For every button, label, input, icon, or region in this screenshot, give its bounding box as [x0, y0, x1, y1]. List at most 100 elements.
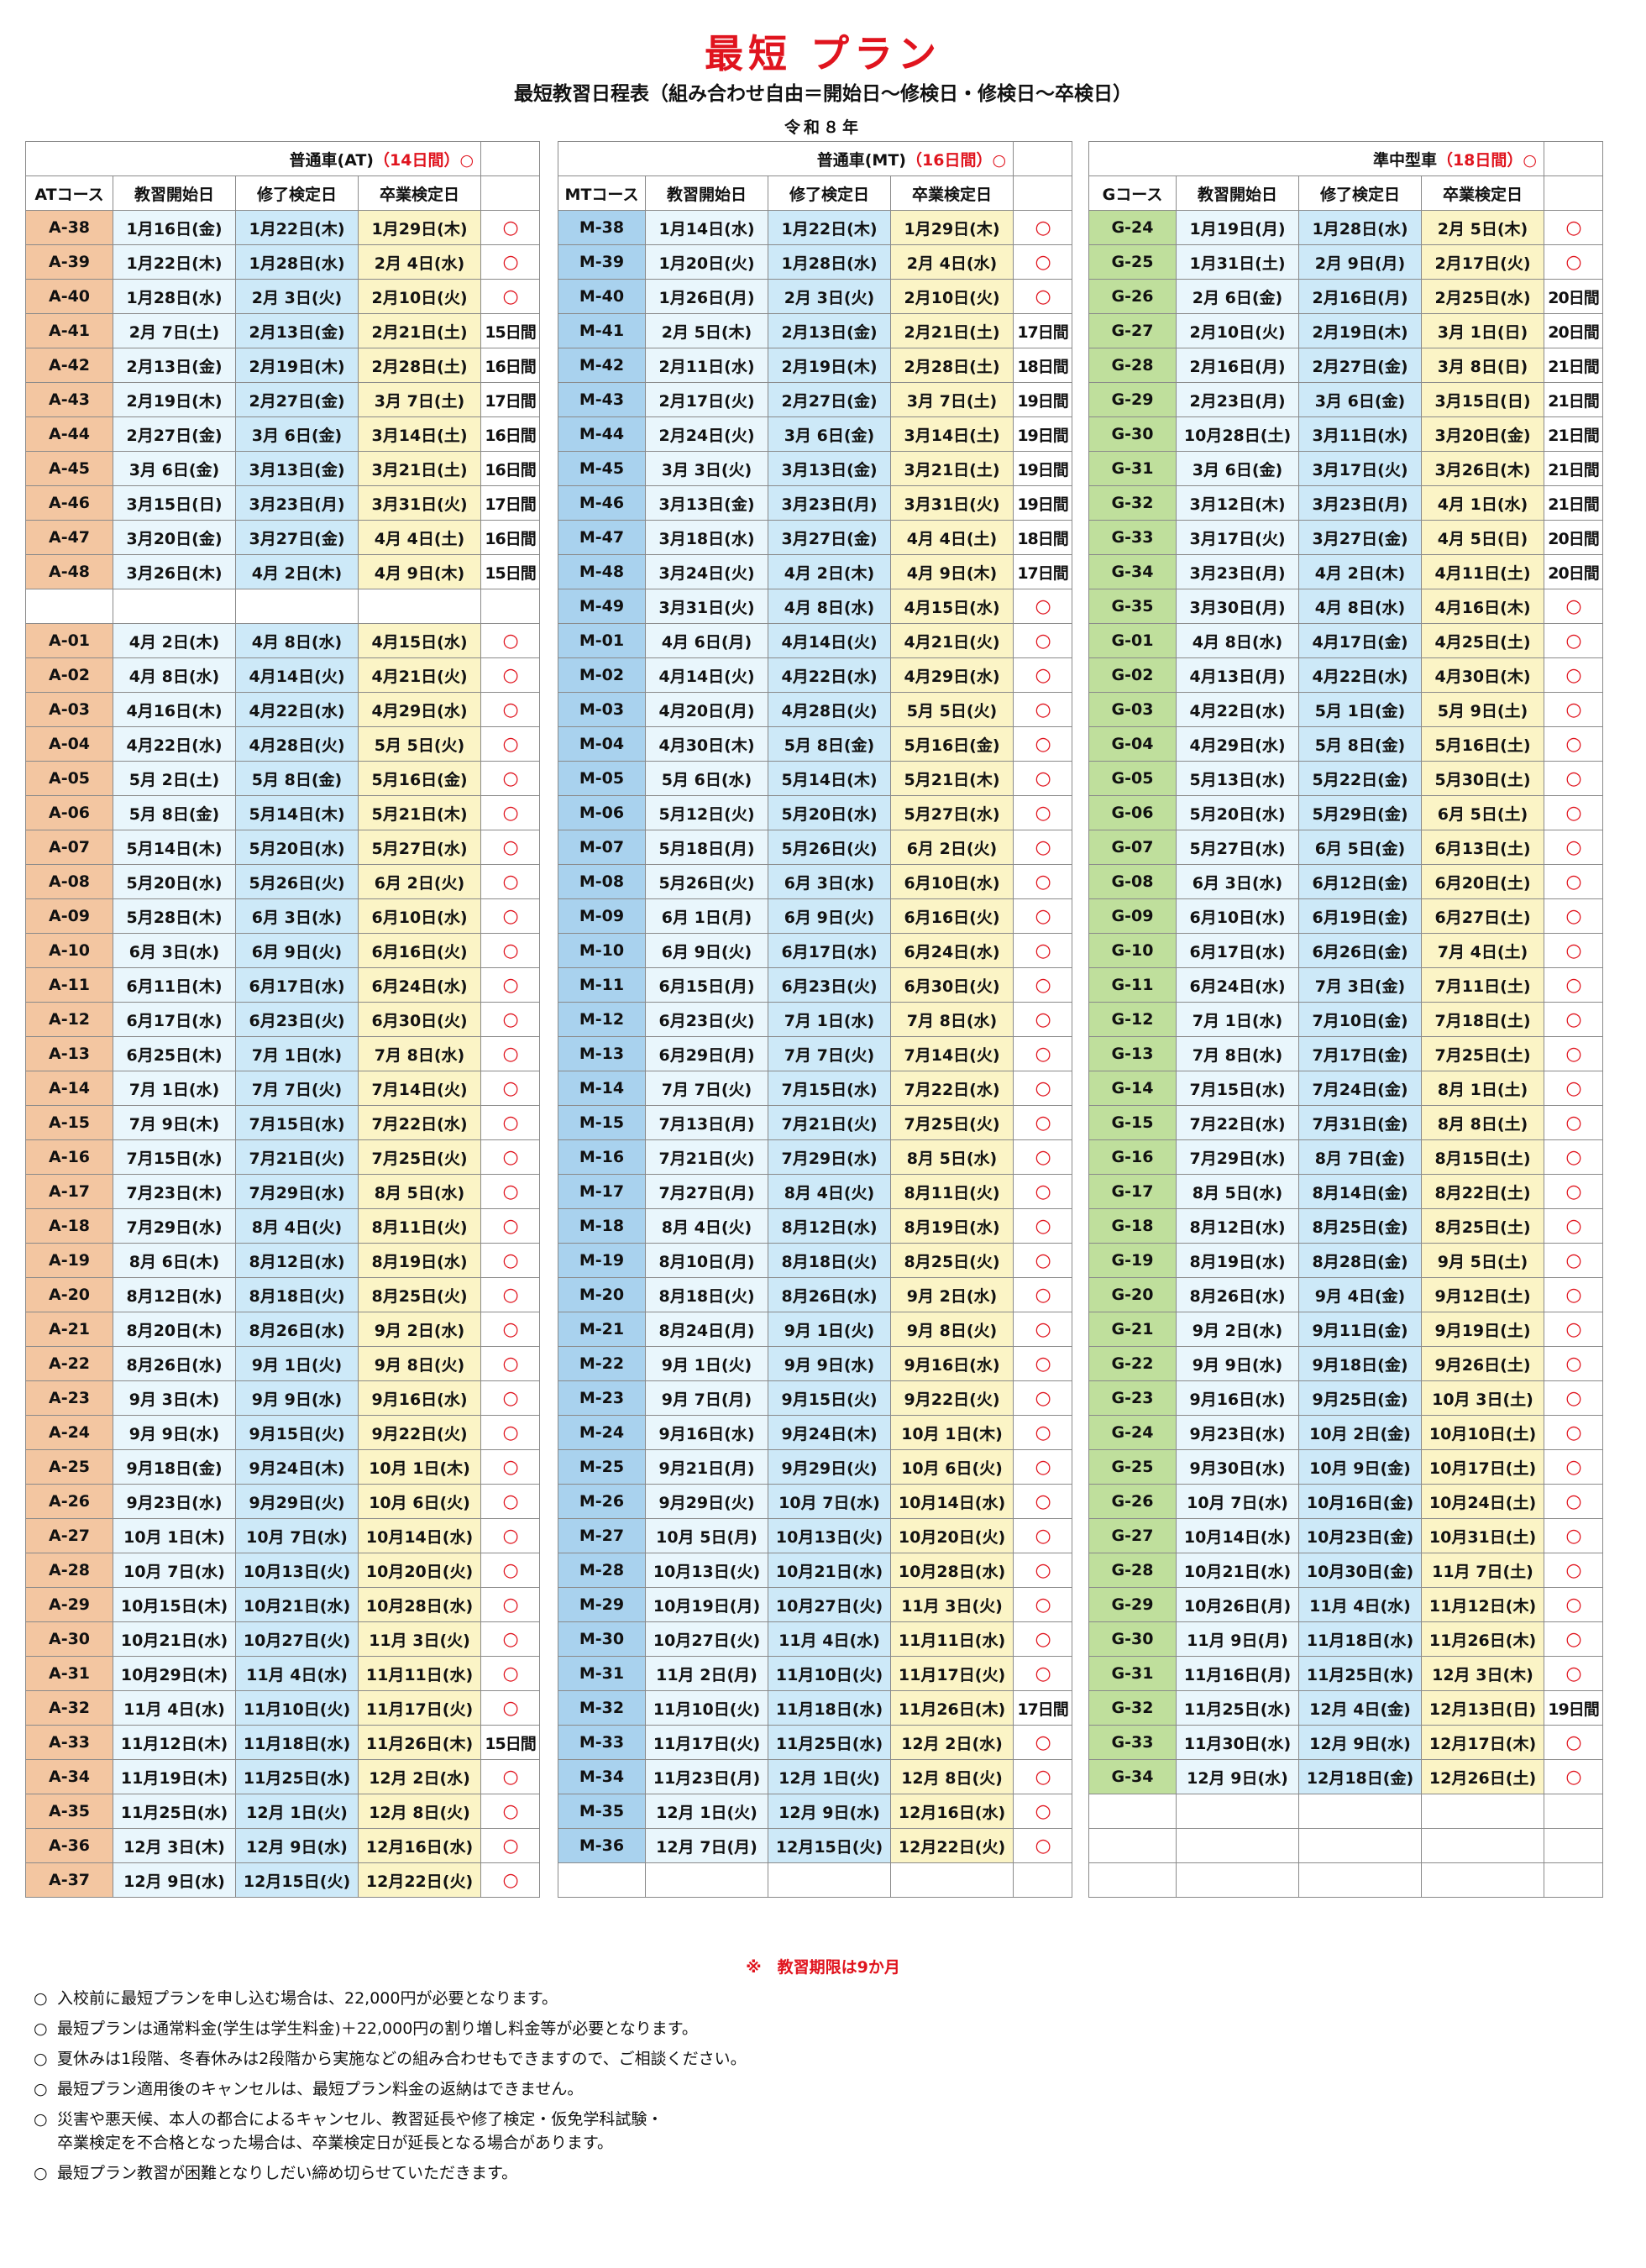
- course-code: G-26: [1088, 1484, 1177, 1519]
- start-date: 8月10日(月): [645, 1243, 768, 1278]
- course-code: [1088, 1794, 1177, 1829]
- table-row: G-09 6月10日(水) 6月19日(金) 6月27日(土) ○: [1088, 898, 1603, 934]
- final-exam-date: 8月19日(水): [357, 1243, 482, 1278]
- course-code: M-48: [558, 554, 646, 589]
- final-exam-date: 10月17日(土): [1421, 1449, 1544, 1485]
- duration-note: 16日間: [480, 520, 541, 555]
- start-date: 11月25日(水): [113, 1794, 236, 1829]
- table-row: A-11 6月11日(木) 6月17日(水) 6月24日(水) ○: [25, 967, 541, 1003]
- table-row: M-05 5月 6日(水) 5月14日(木) 5月21日(木) ○: [558, 761, 1073, 796]
- final-exam-date: 7月14日(火): [357, 1071, 482, 1106]
- duration-note: ○: [480, 623, 541, 658]
- table-row: A-37 12月 9日(水) 12月15日(火) 12月22日(火) ○: [25, 1862, 541, 1898]
- midterm-exam-date: 4月 2日(木): [235, 554, 359, 589]
- start-date: 11月25日(水): [1176, 1690, 1299, 1726]
- table-row: G-29 2月23日(月) 3月 6日(金) 3月15日(日) 21日間: [1088, 382, 1603, 417]
- start-date: 9月 2日(水): [1176, 1312, 1299, 1347]
- duration-note: [480, 589, 541, 624]
- midterm-exam-date: 11月10日(火): [235, 1690, 359, 1726]
- final-exam-date: 10月14日(水): [889, 1484, 1014, 1519]
- start-date: 9月 7日(月): [645, 1380, 768, 1416]
- duration-note: ○: [1544, 1725, 1603, 1760]
- course-code: M-08: [558, 864, 646, 899]
- duration-note: ○: [1013, 1553, 1073, 1588]
- table-row: G-24 9月23日(水) 10月 2日(金) 10月10日(土) ○: [1088, 1415, 1603, 1450]
- table-row: M-13 6月29日(月) 7月 7日(火) 7月14日(火) ○: [558, 1036, 1073, 1071]
- final-exam-date: 2月 4日(水): [357, 244, 482, 280]
- midterm-exam-date: 5月14日(木): [768, 761, 891, 796]
- midterm-exam-date: 5月 8日(金): [235, 761, 359, 796]
- course-code: G-32: [1088, 485, 1177, 521]
- table-row: M-03 4月20日(月) 4月28日(火) 5月 5日(火) ○: [558, 692, 1073, 727]
- final-exam-date: 6月24日(水): [357, 967, 482, 1003]
- start-date: 4月13日(月): [1176, 657, 1299, 693]
- final-exam-date: 12月22日(火): [889, 1828, 1014, 1863]
- period-note: ※ 教習期限は9か月: [746, 1958, 900, 1977]
- start-date: 7月27日(月): [645, 1174, 768, 1209]
- final-exam-date: 3月21日(土): [357, 451, 482, 486]
- table-row: M-04 4月30日(木) 5月 8日(金) 5月16日(金) ○: [558, 726, 1073, 762]
- duration-note: ○: [480, 1621, 541, 1657]
- table-row: A-40 1月28日(水) 2月 3日(火) 2月10日(火) ○: [25, 279, 541, 314]
- course-code: M-25: [558, 1449, 646, 1485]
- start-date: 6月24日(水): [1176, 967, 1299, 1003]
- table-row: M-07 5月18日(月) 5月26日(火) 6月 2日(火) ○: [558, 830, 1073, 865]
- duration-note: ○: [1013, 1312, 1073, 1347]
- midterm-exam-date: 9月15日(火): [768, 1380, 891, 1416]
- course-code: G-25: [1088, 244, 1177, 280]
- course-code: A-44: [25, 416, 113, 452]
- final-exam-date: 12月 8日(火): [357, 1794, 482, 1829]
- duration-note: ○: [1544, 589, 1603, 624]
- midterm-exam-date: 10月13日(火): [768, 1518, 891, 1553]
- midterm-exam-date: 7月 3日(金): [1298, 967, 1422, 1003]
- base-days: （16日間）: [906, 150, 993, 170]
- midterm-exam-date: 3月 6日(金): [768, 416, 891, 452]
- note-text-line: ○ 最短プランは通常料金(学生は学生料金)＋22,000円の割り増し料金等が必要と…: [34, 2017, 1612, 2040]
- note-item: ○ 最短プラン適用後のキャンセルは、最短プラン料金の返納はできません。: [34, 2077, 1612, 2101]
- course-code: M-10: [558, 933, 646, 968]
- course-code: G-30: [1088, 1621, 1177, 1657]
- duration-note: ○: [480, 1862, 541, 1898]
- start-date: 2月13日(金): [113, 348, 236, 383]
- final-exam-date: 7月18日(土): [1421, 1002, 1544, 1037]
- final-exam-date: 4月11日(土): [1421, 554, 1544, 589]
- duration-note: ○: [1013, 1518, 1073, 1553]
- note-text: 卒業検定を不合格となった場合は、卒業検定日が延長となる場合があります。: [57, 2134, 613, 2152]
- midterm-exam-date: 2月19日(木): [768, 348, 891, 383]
- final-exam-date: 6月30日(火): [889, 967, 1014, 1003]
- start-date: 11月19日(木): [113, 1759, 236, 1794]
- duration-note: [1544, 1862, 1603, 1898]
- duration-note: ○: [480, 1105, 541, 1140]
- duration-note: ○: [1013, 1621, 1073, 1657]
- duration-note: 17日間: [480, 382, 541, 417]
- final-exam-date: 8月 5日(水): [889, 1139, 1014, 1175]
- final-exam-date: 11月11日(水): [889, 1621, 1014, 1657]
- column-header: 教習開始日: [1176, 175, 1299, 211]
- course-code: M-04: [558, 726, 646, 762]
- start-date: 10月19日(月): [645, 1587, 768, 1622]
- start-date: 4月 8日(水): [113, 657, 236, 693]
- start-date: 9月29日(火): [645, 1484, 768, 1519]
- duration-note: ○: [480, 692, 541, 727]
- midterm-exam-date: 3月27日(金): [768, 520, 891, 555]
- course-code: [1088, 1862, 1177, 1898]
- duration-note: ○: [1544, 1139, 1603, 1175]
- course-code: M-36: [558, 1828, 646, 1863]
- final-exam-date: 9月19日(土): [1421, 1312, 1544, 1347]
- duration-note: 19日間: [1013, 451, 1073, 486]
- final-exam-date: 2月21日(土): [357, 313, 482, 348]
- midterm-exam-date: 11月 4日(水): [1298, 1587, 1422, 1622]
- midterm-exam-date: 9月24日(木): [235, 1449, 359, 1485]
- table-row: M-02 4月14日(火) 4月22日(水) 4月29日(水) ○: [558, 657, 1073, 693]
- midterm-exam-date: 2月27日(金): [1298, 348, 1422, 383]
- final-exam-date: 3月21日(土): [889, 451, 1014, 486]
- course-code: G-17: [1088, 1174, 1177, 1209]
- course-code: A-04: [25, 726, 113, 762]
- final-exam-date: 4月 4日(土): [889, 520, 1014, 555]
- blank-cell: [480, 175, 541, 211]
- final-exam-date: 5月16日(金): [889, 726, 1014, 762]
- midterm-exam-date: 9月29日(火): [235, 1484, 359, 1519]
- table-row: A-14 7月 1日(水) 7月 7日(火) 7月14日(火) ○: [25, 1071, 541, 1106]
- start-date: 5月14日(木): [113, 830, 236, 865]
- table-row: G-28 2月16日(月) 2月27日(金) 3月 8日(日) 21日間: [1088, 348, 1603, 383]
